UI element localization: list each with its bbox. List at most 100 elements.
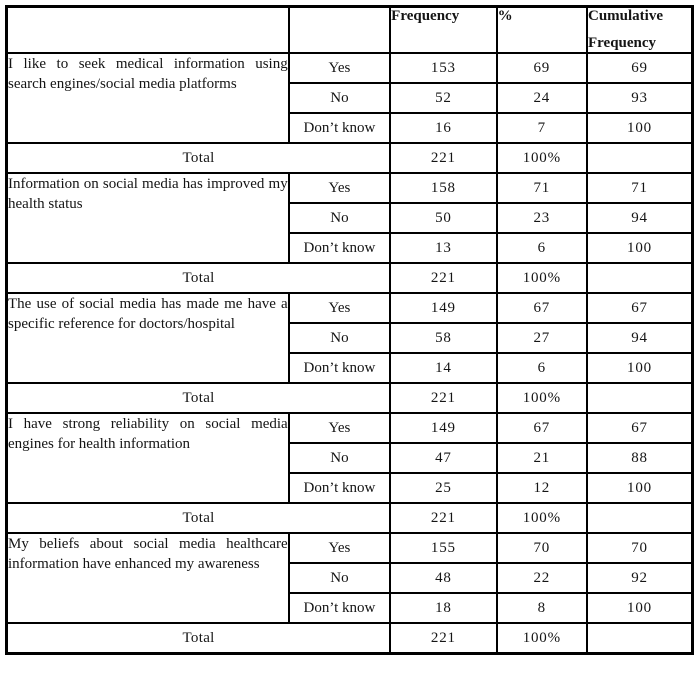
percent-cell: 7 bbox=[495, 112, 589, 144]
cumulative-cell: 100 bbox=[586, 112, 694, 144]
total-row: Total 221 100% bbox=[5, 502, 694, 534]
total-row: Total 221 100% bbox=[5, 262, 694, 294]
total-row: Total 221 100% bbox=[5, 622, 694, 655]
percent-cell: 6 bbox=[495, 352, 589, 384]
percent-cell: 67 bbox=[495, 292, 589, 324]
question-cell: Information on social media has improved… bbox=[5, 172, 290, 264]
percent-cell: 12 bbox=[495, 472, 589, 504]
total-label-cell: Total bbox=[5, 622, 392, 655]
frequency-cell: 52 bbox=[389, 82, 498, 114]
percent-cell: 6 bbox=[495, 232, 589, 264]
table-row: I like to seek medical information using… bbox=[5, 52, 694, 144]
table-row: Information on social media has improved… bbox=[5, 172, 694, 264]
total-cumulative-cell bbox=[586, 622, 694, 655]
answer-cell: Yes bbox=[287, 412, 392, 444]
cumulative-cell: 70 bbox=[586, 532, 694, 564]
frequency-cell: 18 bbox=[389, 592, 498, 624]
table-row: The use of social media has made me have… bbox=[5, 292, 694, 384]
cumulative-cell: 88 bbox=[586, 442, 694, 474]
frequency-cell: 47 bbox=[389, 442, 498, 474]
cumulative-cell: 100 bbox=[586, 352, 694, 384]
total-cumulative-cell bbox=[586, 502, 694, 534]
answer-cell: Don’t know bbox=[287, 592, 392, 624]
answer-cell: Don’t know bbox=[287, 472, 392, 504]
page: Frequency % Cumulative Frequency I like … bbox=[5, 5, 694, 655]
total-label-cell: Total bbox=[5, 502, 392, 534]
frequency-cell: 14 bbox=[389, 352, 498, 384]
question-cell: My beliefs about social media healthcare… bbox=[5, 532, 290, 624]
table-row: My beliefs about social media healthcare… bbox=[5, 532, 694, 624]
total-label-cell: Total bbox=[5, 142, 392, 174]
table-row: No 52 24 93 bbox=[7, 82, 694, 114]
percent-cell: 27 bbox=[495, 322, 589, 354]
cumulative-cell: 100 bbox=[586, 592, 694, 624]
answer-cell: Yes bbox=[287, 172, 392, 204]
percent-cell: 21 bbox=[495, 442, 589, 474]
total-row: Total 221 100% bbox=[5, 142, 694, 174]
table-row: No 47 21 88 bbox=[7, 442, 694, 474]
answer-cell: Yes bbox=[287, 532, 392, 564]
frequency-cell: 48 bbox=[389, 562, 498, 594]
table-row: Don’t know 18 8 100 bbox=[7, 592, 694, 624]
total-cumulative-cell bbox=[586, 382, 694, 414]
total-label-cell: Total bbox=[5, 382, 392, 414]
table-row: Don’t know 14 6 100 bbox=[7, 352, 694, 384]
total-percent-cell: 100% bbox=[495, 502, 589, 534]
question-cell: I have strong reliability on social medi… bbox=[5, 412, 290, 504]
answer-cell: Don’t know bbox=[287, 112, 392, 144]
frequency-cell: 50 bbox=[389, 202, 498, 234]
frequency-cell: 13 bbox=[389, 232, 498, 264]
question-cell: The use of social media has made me have… bbox=[5, 292, 290, 384]
percent-cell: 67 bbox=[495, 412, 589, 444]
cumulative-cell: 100 bbox=[586, 232, 694, 264]
frequency-cell: 155 bbox=[389, 532, 498, 564]
answer-cell: No bbox=[287, 442, 392, 474]
header-row: Frequency % Cumulative Frequency bbox=[5, 5, 694, 54]
total-row: Total 221 100% bbox=[5, 382, 694, 414]
percent-cell: 70 bbox=[495, 532, 589, 564]
answer-cell: Don’t know bbox=[287, 232, 392, 264]
header-cumulative-line1: Cumulative bbox=[588, 8, 663, 24]
total-label-cell: Total bbox=[5, 262, 392, 294]
header-empty-answer bbox=[287, 5, 392, 54]
total-frequency-cell: 221 bbox=[389, 382, 498, 414]
total-frequency-cell: 221 bbox=[389, 262, 498, 294]
answer-cell: Don’t know bbox=[287, 352, 392, 384]
answer-cell: No bbox=[287, 322, 392, 354]
percent-cell: 24 bbox=[495, 82, 589, 114]
header-percent: % bbox=[495, 5, 589, 54]
cumulative-cell: 94 bbox=[586, 202, 694, 234]
table-row: Don’t know 13 6 100 bbox=[7, 232, 694, 264]
percent-cell: 22 bbox=[495, 562, 589, 594]
header-frequency: Frequency bbox=[389, 5, 498, 54]
header-empty-question bbox=[5, 5, 290, 54]
table-row: I have strong reliability on social medi… bbox=[5, 412, 694, 504]
frequency-cell: 58 bbox=[389, 322, 498, 354]
frequency-cell: 149 bbox=[389, 292, 498, 324]
percent-cell: 23 bbox=[495, 202, 589, 234]
total-cumulative-cell bbox=[586, 262, 694, 294]
answer-cell: No bbox=[287, 82, 392, 114]
cumulative-cell: 94 bbox=[586, 322, 694, 354]
table-row: Don’t know 16 7 100 bbox=[7, 112, 694, 144]
total-percent-cell: 100% bbox=[495, 262, 589, 294]
percent-cell: 69 bbox=[495, 52, 589, 84]
cumulative-cell: 69 bbox=[586, 52, 694, 84]
total-percent-cell: 100% bbox=[495, 142, 589, 174]
total-frequency-cell: 221 bbox=[389, 142, 498, 174]
frequency-cell: 25 bbox=[389, 472, 498, 504]
total-frequency-cell: 221 bbox=[389, 622, 498, 655]
answer-cell: Yes bbox=[287, 52, 392, 84]
cumulative-cell: 67 bbox=[586, 292, 694, 324]
table-row: No 48 22 92 bbox=[7, 562, 694, 594]
percent-cell: 71 bbox=[495, 172, 589, 204]
cumulative-cell: 100 bbox=[586, 472, 694, 504]
total-cumulative-cell bbox=[586, 142, 694, 174]
answer-cell: Yes bbox=[287, 292, 392, 324]
table-row: No 50 23 94 bbox=[7, 202, 694, 234]
frequency-cell: 16 bbox=[389, 112, 498, 144]
table-row: No 58 27 94 bbox=[7, 322, 694, 354]
frequency-cell: 149 bbox=[389, 412, 498, 444]
percent-cell: 8 bbox=[495, 592, 589, 624]
question-cell: I like to seek medical information using… bbox=[5, 52, 290, 144]
